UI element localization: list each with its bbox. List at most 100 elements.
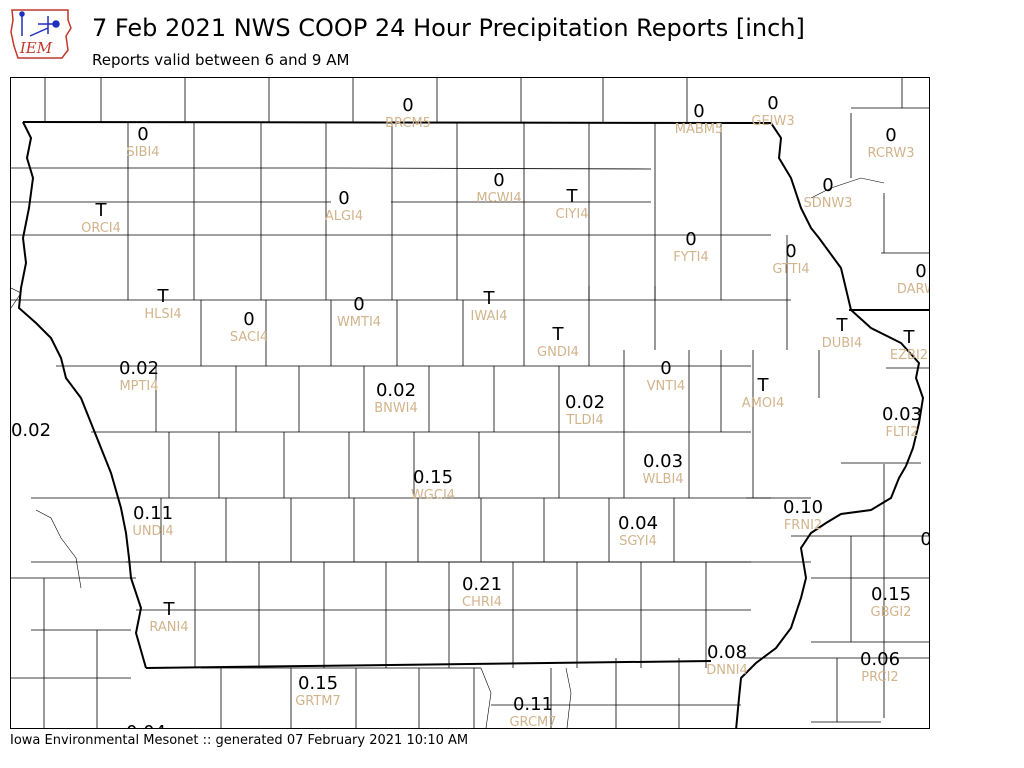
- station-id: WGCI4: [411, 488, 455, 503]
- station-id: FYTI4: [673, 250, 708, 265]
- station-value: 0: [693, 101, 704, 122]
- station-id: RCRW3: [867, 146, 914, 161]
- station-value: 0.11: [133, 503, 173, 524]
- station-value: 0: [660, 358, 671, 379]
- station-value: 0.06: [860, 649, 900, 670]
- station-id: AMOI4: [742, 396, 784, 411]
- station-value: 0.15: [871, 584, 911, 605]
- station-value: 0.02: [11, 420, 51, 441]
- station-id: SGYI4: [619, 534, 657, 549]
- station-value: 0.11: [513, 694, 553, 715]
- station-value: 0.04: [618, 513, 658, 534]
- station-value: 0.08: [707, 642, 747, 663]
- station-plot[interactable]: 0.04: [126, 722, 166, 729]
- station-id: GNDI4: [537, 345, 579, 360]
- station-id: WLBI4: [642, 472, 683, 487]
- station-layer: 0BRCM50MABM50GEIW30SIBI40RCRW30MCWI40SDN…: [11, 93, 930, 729]
- station-value: 0.15: [298, 673, 338, 694]
- station-value: 0.02: [376, 380, 416, 401]
- station-id: DNNI4: [706, 663, 748, 678]
- station-value: T: [157, 286, 170, 307]
- station-id: ALGI4: [325, 209, 363, 224]
- station-value: 0: [685, 229, 696, 250]
- station-value: 0.10: [783, 497, 823, 518]
- station-value: 0.03: [882, 404, 922, 425]
- station-value: 0.21: [462, 574, 502, 595]
- precipitation-map[interactable]: 0 BRCM5 0 MABM5 0 GEIW3 0 SIBI4 0 RCRW3 0 MCWI4 0 SDN…: [10, 77, 930, 729]
- iem-logo: IEM: [8, 6, 74, 62]
- station-value: 0: [402, 95, 413, 116]
- county-lines: [11, 78, 929, 728]
- station-id: SDNW3: [803, 196, 852, 211]
- logo-text: IEM: [19, 39, 53, 57]
- page-title: 7 Feb 2021 NWS COOP 24 Hour Precipitatio…: [92, 14, 805, 42]
- station-value: 0: [767, 93, 778, 114]
- station-value: 0.02: [565, 392, 605, 413]
- station-plot[interactable]: 0.02: [11, 420, 51, 441]
- station-id: WMTI4: [337, 315, 381, 330]
- footer-credit: Iowa Environmental Mesonet :: generated …: [10, 733, 469, 748]
- station-value: T: [836, 315, 849, 336]
- station-id: CHRI4: [462, 595, 502, 610]
- station-value: 0: [338, 188, 349, 209]
- station-id: CIYI4: [556, 207, 589, 222]
- station-id: BNWI4: [374, 401, 418, 416]
- station-value: 0: [243, 309, 254, 330]
- station-value: 0: [353, 294, 364, 315]
- station-value: 0: [785, 241, 796, 262]
- station-id: SACI4: [230, 330, 268, 345]
- station-plot[interactable]: 0.: [920, 529, 930, 550]
- station-id: GRTM7: [295, 694, 341, 709]
- map-canvas: 0BRCM50MABM50GEIW30SIBI40RCRW30MCWI40SDN…: [11, 78, 930, 729]
- station-id: GTTI4: [772, 262, 809, 277]
- station-id: GEIW3: [751, 114, 794, 129]
- page-subtitle: Reports valid between 6 and 9 AM: [92, 51, 350, 69]
- station-id: HLSI4: [144, 307, 181, 322]
- station-value: 0.15: [413, 467, 453, 488]
- station-value: T: [483, 288, 496, 309]
- station-id: MPTI4: [119, 379, 158, 394]
- station-plot[interactable]: 0DARW3: [897, 261, 930, 297]
- station-id: ORCI4: [81, 221, 121, 236]
- station-value: 0: [915, 261, 926, 282]
- station-value: 0.04: [126, 722, 166, 729]
- station-value: T: [163, 599, 176, 620]
